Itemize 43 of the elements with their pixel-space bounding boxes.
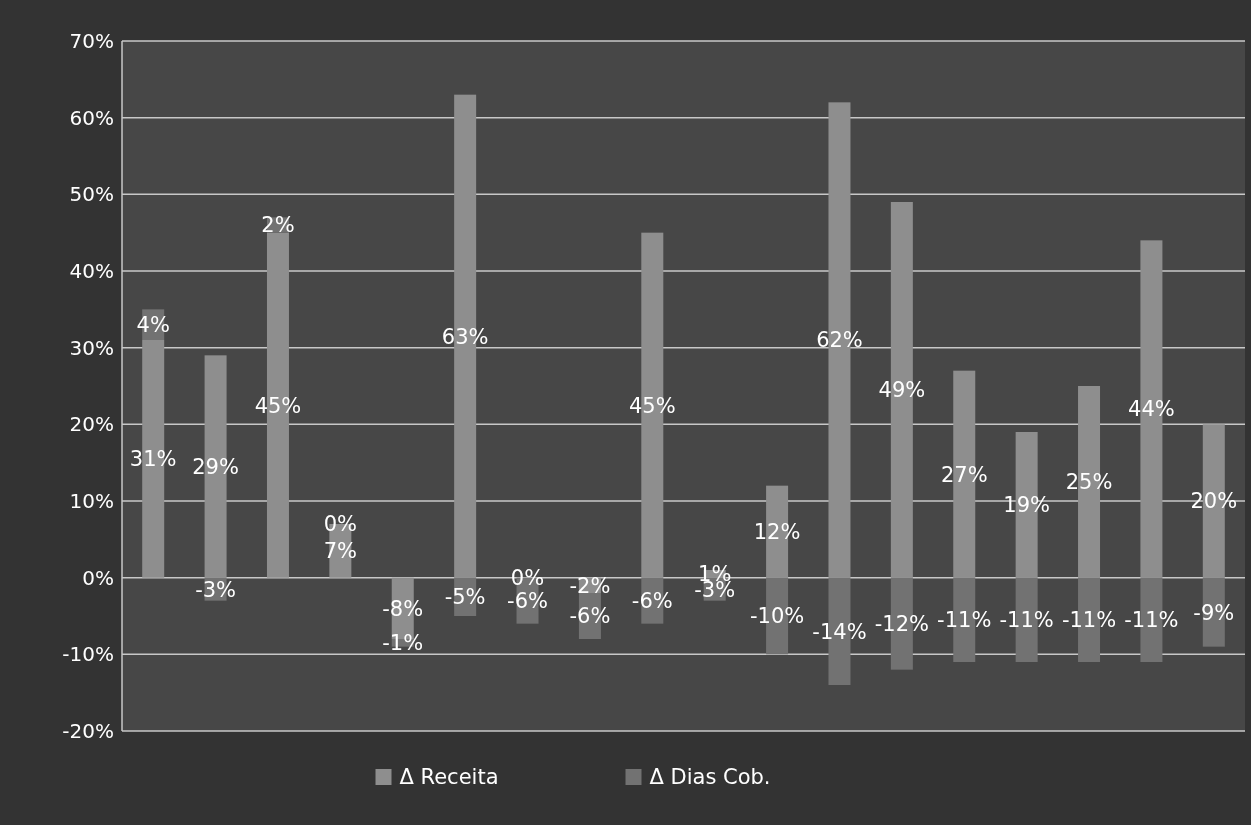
data-label: 31% bbox=[129, 447, 177, 472]
data-label: 20% bbox=[1190, 489, 1238, 514]
y-tick-label: 10% bbox=[69, 489, 114, 513]
data-label: 29% bbox=[192, 454, 239, 479]
data-label: 0% bbox=[510, 566, 545, 591]
y-tick-label: -10% bbox=[62, 642, 114, 667]
legend-label: Δ Receita bbox=[399, 765, 499, 790]
y-tick-label: 40% bbox=[69, 259, 114, 283]
y-tick-label: 50% bbox=[69, 182, 114, 207]
data-label: 2% bbox=[261, 213, 295, 238]
data-label: -11% bbox=[1061, 608, 1117, 633]
y-tick-label: 20% bbox=[69, 412, 114, 437]
data-label: 44% bbox=[1128, 397, 1175, 422]
data-label: 45% bbox=[628, 393, 676, 418]
legend-label: Δ Dias Cob. bbox=[649, 765, 771, 790]
y-tick-label: 0% bbox=[82, 565, 114, 590]
data-label: -3% bbox=[195, 577, 237, 602]
data-label: 4% bbox=[136, 313, 170, 338]
data-label: 27% bbox=[940, 462, 988, 487]
data-label: 0% bbox=[323, 512, 358, 537]
data-label: -6% bbox=[569, 604, 611, 629]
data-label: -12% bbox=[874, 612, 929, 637]
data-label: 25% bbox=[1065, 470, 1113, 495]
data-label: -1% bbox=[382, 631, 424, 656]
data-label: 19% bbox=[1003, 493, 1050, 518]
y-tick-label: 60% bbox=[69, 105, 114, 130]
data-label: -5% bbox=[444, 585, 486, 610]
data-label: -10% bbox=[749, 604, 805, 629]
y-tick-label: -20% bbox=[62, 719, 114, 743]
data-label: -11% bbox=[1124, 608, 1179, 633]
data-label: -14% bbox=[812, 619, 867, 644]
data-label: -11% bbox=[999, 608, 1054, 633]
data-label: 12% bbox=[753, 520, 801, 545]
data-label: 62% bbox=[816, 328, 863, 353]
data-label: 45% bbox=[254, 393, 302, 418]
data-label: -9% bbox=[1193, 600, 1235, 625]
y-tick-label: 70% bbox=[69, 29, 114, 53]
data-label: 63% bbox=[441, 324, 489, 349]
data-label: -6% bbox=[507, 589, 548, 614]
data-label: -6% bbox=[631, 589, 673, 614]
data-label: 49% bbox=[878, 378, 926, 403]
data-label: -11% bbox=[937, 608, 992, 633]
y-tick-label: 30% bbox=[69, 335, 114, 360]
